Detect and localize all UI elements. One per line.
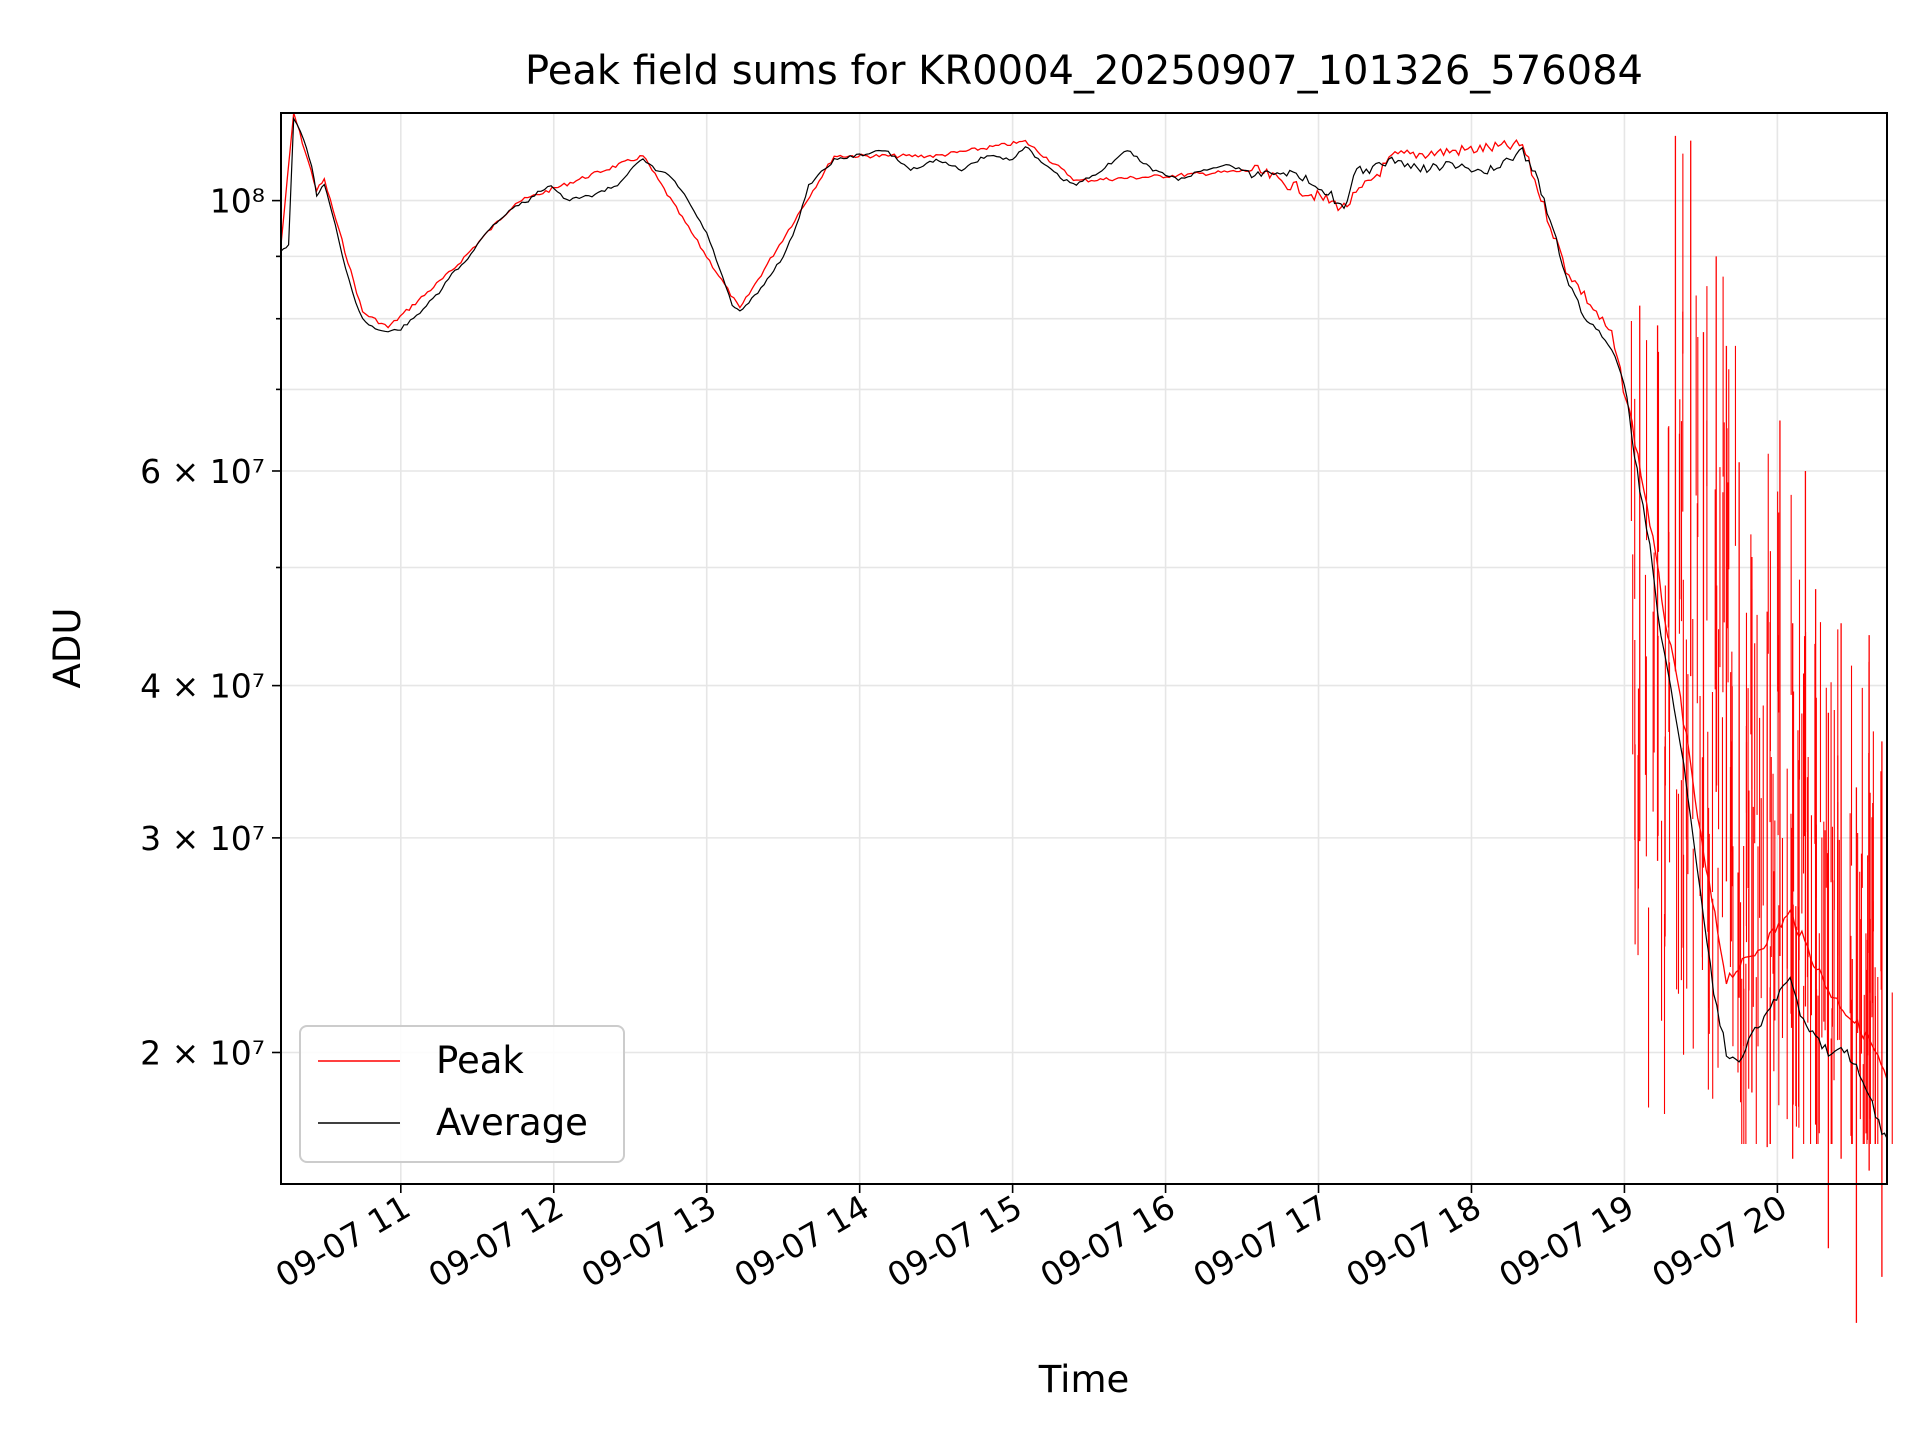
y-tick-label: 3 × 10⁷ xyxy=(140,819,265,858)
y-tick-label: 6 × 10⁷ xyxy=(140,452,265,491)
plot-frame xyxy=(280,112,1888,1185)
series-layer xyxy=(280,112,1893,1323)
y-axis-label: ADU xyxy=(46,608,89,689)
y-axis: 2 × 10⁷ 3 × 10⁷ 4 × 10⁷ 6 × 10⁷ 10⁸ xyxy=(140,182,281,1072)
gridlines xyxy=(281,113,1887,1184)
legend: Peak Average xyxy=(299,1025,625,1163)
x-axis-label: Time xyxy=(1038,1358,1130,1401)
y-tick-label: 10⁸ xyxy=(210,182,265,221)
y-tick-label: 2 × 10⁷ xyxy=(140,1033,265,1072)
y-tick-label: 4 × 10⁷ xyxy=(140,667,265,706)
legend-box xyxy=(299,1025,625,1163)
legend-average-label: Average xyxy=(436,1101,588,1144)
average-series-line xyxy=(280,116,1888,1139)
chart-title: Peak field sums for KR0004_20250907_1013… xyxy=(525,48,1643,94)
legend-peak-label: Peak xyxy=(436,1039,524,1082)
